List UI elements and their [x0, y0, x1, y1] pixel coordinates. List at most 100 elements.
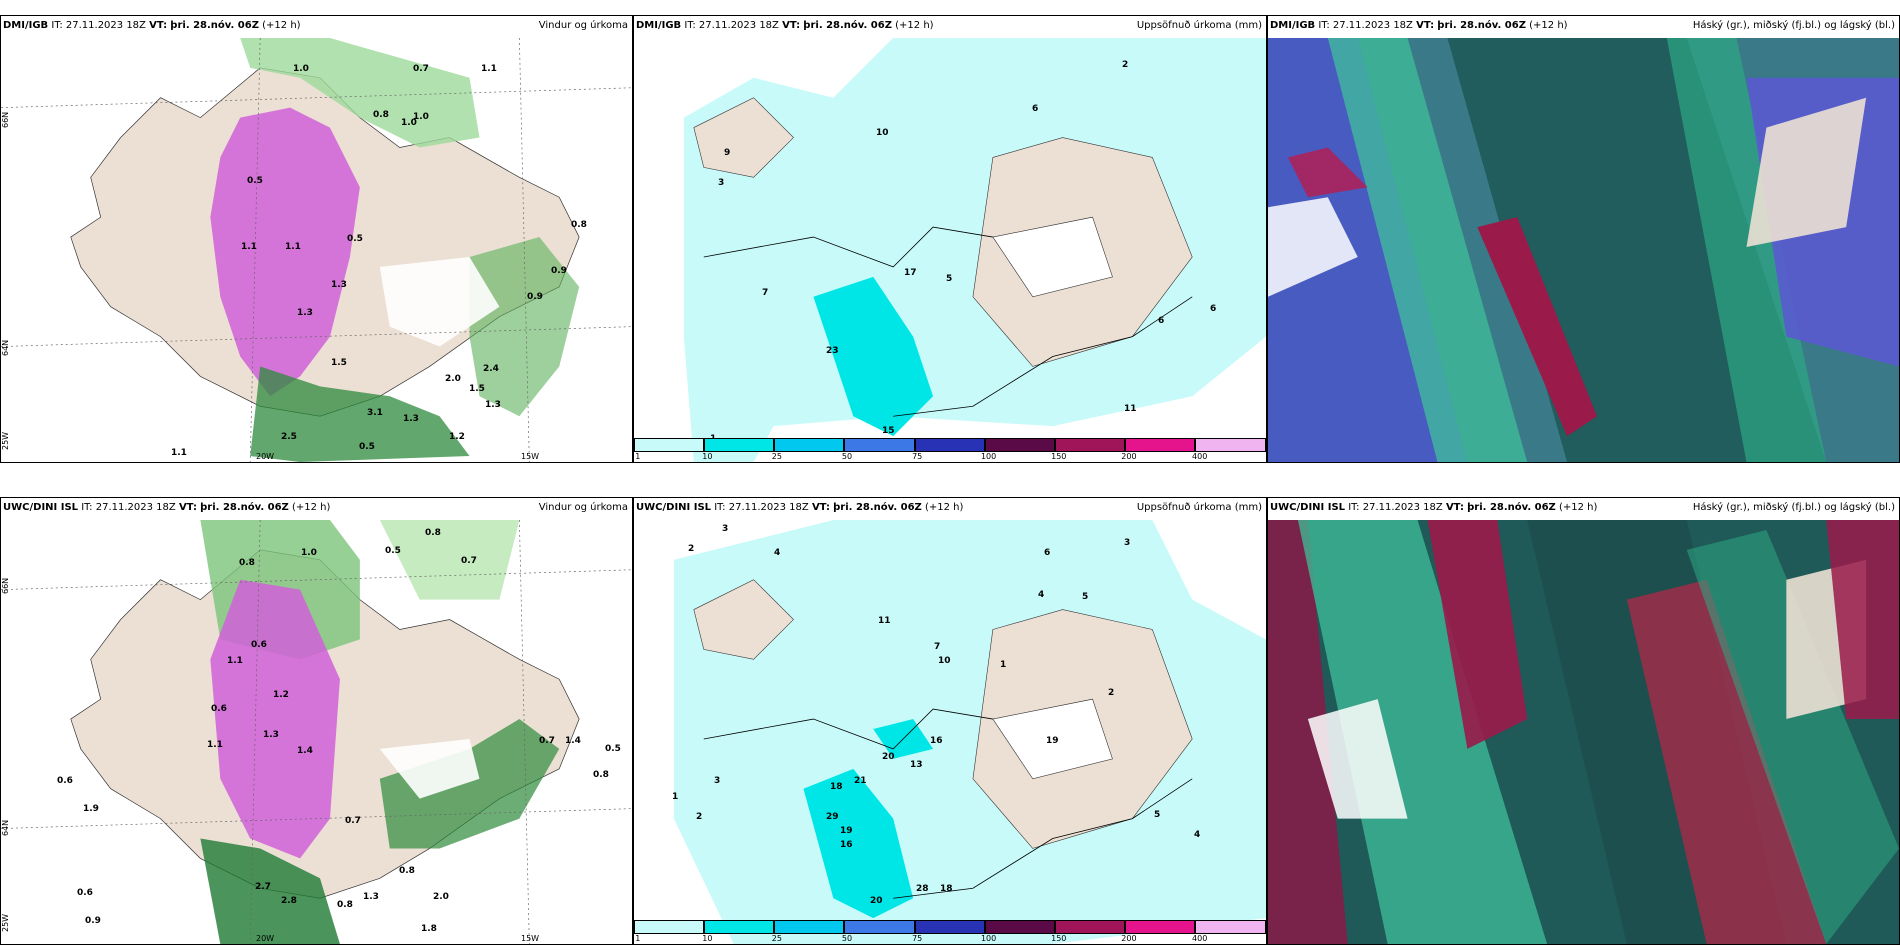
- lon-label-20w: 20W: [256, 452, 275, 461]
- wind-label: 0.7: [345, 816, 361, 826]
- wind-label: 0.9: [85, 916, 101, 926]
- wind-label: 1.0: [413, 112, 429, 122]
- precip-label: 5: [946, 274, 953, 284]
- wind-label: 2.8: [281, 896, 297, 906]
- valid-label: VT:: [1445, 502, 1464, 513]
- lon-label-15w: 15W: [521, 452, 540, 461]
- precip-label: 2: [1108, 688, 1115, 698]
- panel-header: UWC/DINI ISL IT: 27.11.2023 18Z VT: þri.…: [3, 501, 628, 515]
- colorbar-tick: 100: [980, 934, 997, 943]
- precip-label: 10: [876, 128, 889, 138]
- precip-label: 16: [930, 736, 943, 746]
- panel-dmi-clouds: DMI/IGB IT: 27.11.2023 18Z VT: þri. 28.n…: [1267, 15, 1900, 463]
- precip-label: 6: [1032, 104, 1039, 114]
- wind-label: 0.6: [57, 776, 73, 786]
- wind-label: 2.5: [281, 432, 297, 442]
- clouds-map: [1268, 38, 1899, 462]
- wind-label: 1.3: [363, 892, 379, 902]
- wind-label: 0.8: [399, 866, 415, 876]
- colorbar-tick: 75: [912, 452, 923, 461]
- lat-label-66n: 66N: [1, 111, 10, 128]
- lead-time: (+12 h): [291, 502, 331, 513]
- wind-label: 0.7: [413, 64, 429, 74]
- valid-time: þri. 28.nóv. 06Z: [200, 502, 289, 513]
- panel-title: Háský (gr.), miðský (fj.bl.) og lágský (…: [1692, 502, 1895, 513]
- colorbar-box-100: [984, 920, 1055, 934]
- lon-label-25w: 25W: [1, 913, 10, 932]
- colorbar-box-1: [634, 438, 705, 452]
- precip-label: 20: [882, 752, 895, 762]
- wind-label: 1.0: [293, 64, 309, 74]
- model-name: UWC/DINI ISL: [3, 502, 79, 513]
- precip-label: 2: [688, 544, 695, 554]
- lon-label-25w: 25W: [1, 431, 10, 450]
- colorbar-box-1: [634, 920, 705, 934]
- precip-label: 7: [762, 288, 769, 298]
- map-canvas: [634, 520, 1266, 944]
- wind-label: 2.4: [483, 364, 499, 374]
- wind-label: 1.0: [401, 118, 417, 128]
- colorbar-tick: 1: [635, 452, 641, 461]
- precip-label: 6: [1158, 316, 1165, 326]
- colorbar-box-25: [774, 438, 845, 452]
- precip-colorbar: 1 10 25 50 75 100 150 200 400: [634, 436, 1266, 462]
- colorbar-box-75: [914, 920, 985, 934]
- colorbar-tick: 10: [702, 934, 713, 943]
- panel-header: UWC/DINI ISL IT: 27.11.2023 18Z VT: þri.…: [1270, 501, 1895, 515]
- init-time: IT: 27.11.2023 18Z: [684, 20, 779, 31]
- precip-label: 29: [826, 812, 839, 822]
- precip-label: 5: [1082, 592, 1089, 602]
- lon-label-20w: 20W: [256, 934, 275, 943]
- model-name: UWC/DINI ISL: [636, 502, 712, 513]
- colorbar-tick: 25: [771, 934, 782, 943]
- map-canvas: [634, 38, 1266, 462]
- colorbar-tick: 100: [980, 452, 997, 461]
- lead-time: (+12 h): [924, 502, 964, 513]
- precip-label: 1: [1000, 660, 1007, 670]
- precip-colorbar: 1 10 25 50 75 100 150 200 400: [634, 918, 1266, 944]
- wind-label: 1.5: [331, 358, 347, 368]
- panel-header: DMI/IGB IT: 27.11.2023 18Z VT: þri. 28.n…: [636, 19, 1262, 33]
- wind-label: 0.6: [211, 704, 227, 714]
- wind-label: 2.7: [255, 882, 271, 892]
- colorbar-box-400: [1195, 920, 1266, 934]
- wind-label: 2.0: [433, 892, 449, 902]
- panel-title: Uppsöfnuð úrkoma (mm): [1136, 502, 1262, 513]
- colorbar-box-75: [914, 438, 985, 452]
- precip-label: 18: [940, 884, 953, 894]
- precip-label: 28: [916, 884, 929, 894]
- colorbar-tick: 10: [702, 452, 713, 461]
- colorbar-box-10: [704, 920, 775, 934]
- precip-label: 5: [1154, 810, 1161, 820]
- colorbar-tick: 150: [1051, 452, 1067, 461]
- precip-label: 2: [1122, 60, 1129, 70]
- colorbar-tick: 400: [1192, 452, 1208, 461]
- init-time: IT: 27.11.2023 18Z: [714, 502, 809, 513]
- precip-label: 23: [826, 346, 839, 356]
- panel-header: DMI/IGB IT: 27.11.2023 18Z VT: þri. 28.n…: [3, 19, 628, 33]
- wind-label: 1.3: [263, 730, 279, 740]
- panel-header: DMI/IGB IT: 27.11.2023 18Z VT: þri. 28.n…: [1270, 19, 1895, 33]
- wind-label: 1.5: [469, 384, 485, 394]
- wind-label: 1.4: [297, 746, 313, 756]
- valid-label: VT:: [178, 502, 197, 513]
- model-name: DMI/IGB: [636, 20, 682, 31]
- precip-label: 1: [672, 792, 679, 802]
- colorbar-box-150: [1054, 438, 1126, 452]
- colorbar-box-400: [1195, 438, 1266, 452]
- wind-label: 1.1: [171, 448, 187, 458]
- panel-uwc-wind-precip: UWC/DINI ISL IT: 27.11.2023 18Z VT: þri.…: [0, 497, 633, 945]
- valid-label: VT:: [782, 20, 801, 31]
- precip-label: 9: [724, 148, 731, 158]
- valid-label: VT:: [811, 502, 830, 513]
- panel-title: Uppsöfnuð úrkoma (mm): [1136, 20, 1262, 31]
- wind-label: 0.8: [373, 110, 389, 120]
- valid-time: þri. 28.nóv. 06Z: [1467, 502, 1556, 513]
- clouds-map: [1268, 520, 1899, 944]
- valid-label: VT:: [149, 20, 168, 31]
- colorbar-tick: 200: [1121, 452, 1137, 461]
- lat-label-64n: 64N: [1, 819, 10, 836]
- colorbar-tick: 50: [841, 452, 853, 461]
- precip-label: 11: [1124, 404, 1137, 414]
- panel-header: UWC/DINI ISL IT: 27.11.2023 18Z VT: þri.…: [636, 501, 1262, 515]
